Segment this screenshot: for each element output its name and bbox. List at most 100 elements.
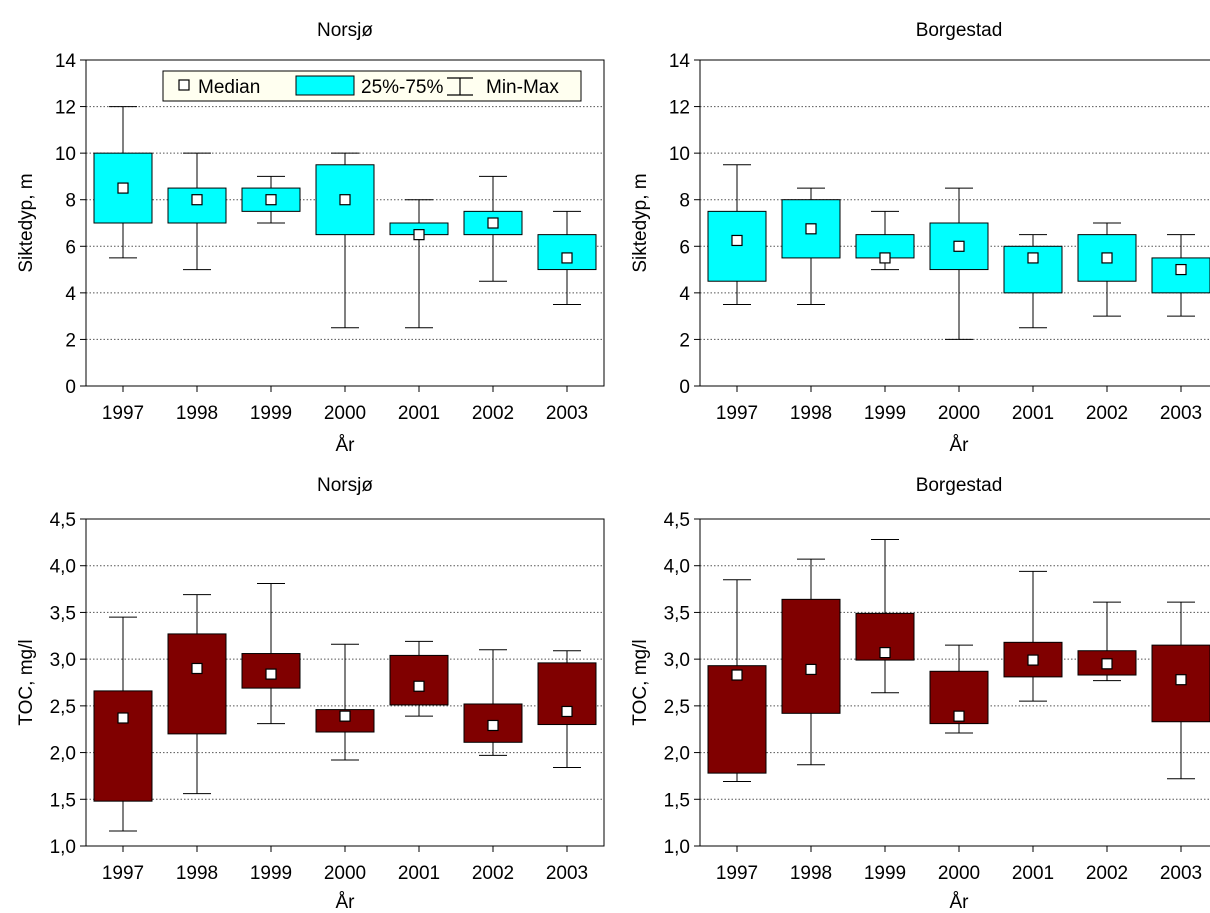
iqr-box: [707, 665, 767, 774]
median-marker: [413, 680, 425, 692]
y-tick-label: 4,5: [664, 510, 690, 531]
y-tick-label: 1,0: [664, 837, 690, 858]
y-tick-label: 2,0: [664, 744, 690, 765]
x-tick-label: 2003: [1160, 403, 1202, 424]
y-tick-label: 1,0: [50, 837, 76, 858]
x-tick-label: 1998: [790, 863, 832, 884]
x-tick-label: 2000: [938, 403, 980, 424]
y-tick-label: 2,0: [50, 744, 76, 765]
median-marker: [265, 194, 277, 206]
y-axis-title: TOC, mg/l: [630, 639, 651, 725]
x-axis-title: År: [950, 892, 970, 913]
plot-frame: [85, 518, 605, 847]
chart-title: Norsjø: [317, 475, 373, 496]
iqr-box: [1077, 650, 1137, 676]
x-tick-label: 2002: [472, 403, 514, 424]
chart-title: Borgestad: [916, 20, 1003, 41]
x-tick-label: 2003: [546, 403, 588, 424]
y-tick-label: 10: [669, 144, 690, 165]
y-tick-label: 4,0: [664, 557, 690, 578]
x-tick-label: 1998: [176, 863, 218, 884]
median-marker: [487, 217, 499, 229]
median-marker: [731, 234, 743, 247]
y-tick-label: 3,5: [50, 603, 76, 624]
median-marker: [1027, 252, 1039, 264]
median-marker: [879, 252, 891, 264]
x-tick-label: 2000: [938, 863, 980, 884]
y-tick-label: 8: [65, 191, 76, 212]
x-tick-label: 2001: [398, 863, 440, 884]
iqr-box: [1151, 257, 1210, 294]
x-tick-label: 1997: [102, 403, 144, 424]
median-marker: [561, 252, 573, 264]
iqr-box: [167, 633, 227, 735]
plot-frame: [85, 59, 605, 387]
y-tick-label: 0: [679, 377, 690, 398]
legend: Median 25%-75% Min-Max: [162, 70, 582, 102]
y-tick-label: 4: [65, 284, 76, 305]
chart-title: Borgestad: [916, 475, 1003, 496]
x-tick-label: 1997: [716, 403, 758, 424]
y-tick-label: 4,0: [50, 557, 76, 578]
y-tick-label: 1,5: [50, 790, 76, 811]
median-marker: [1175, 263, 1187, 276]
x-tick-label: 2001: [1012, 863, 1054, 884]
iqr-box: [389, 654, 449, 706]
y-tick-label: 6: [679, 237, 690, 258]
median-marker: [953, 240, 965, 252]
median-marker: [1101, 658, 1113, 670]
median-marker: [265, 668, 277, 680]
x-tick-label: 2000: [324, 403, 366, 424]
y-tick-label: 2: [65, 330, 76, 351]
iqr-box: [167, 187, 227, 224]
y-tick-label: 3,0: [50, 650, 76, 671]
iqr-box: [93, 690, 153, 802]
y-tick-label: 0: [65, 377, 76, 398]
x-axis-title: År: [336, 435, 356, 456]
legend-median-marker: [178, 79, 190, 91]
plot-frame: [699, 518, 1210, 847]
legend-box-swatch: [295, 75, 355, 96]
median-marker: [339, 194, 351, 206]
y-tick-label: 2: [679, 330, 690, 351]
y-tick-label: 2,5: [664, 697, 690, 718]
x-tick-label: 2001: [398, 403, 440, 424]
panel-borgestad-secchi: Borgestad 0 2 4 6 8 10 12 14 Siktedyp, m År 1997 199…: [630, 20, 1210, 456]
legend-box-label: 25%-75%: [361, 77, 443, 98]
chart-title: Norsjø: [317, 20, 373, 41]
x-tick-label: 1999: [250, 863, 292, 884]
y-tick-label: 3,5: [664, 603, 690, 624]
x-tick-label: 1999: [864, 403, 906, 424]
panel-borgestad-toc: Borgestad 1,0 1,5 2,0 2,5 3,0 3,5 4,0 4,5 TOC, mg…: [630, 475, 1210, 913]
y-axis-title: Siktedyp, m: [630, 173, 651, 272]
y-tick-label: 1,5: [664, 790, 690, 811]
iqr-box: [781, 598, 841, 714]
plot-frame: [699, 59, 1210, 387]
median-marker: [339, 710, 351, 722]
y-tick-label: 4: [679, 284, 690, 305]
median-marker: [731, 669, 743, 681]
y-tick-label: 2,5: [50, 697, 76, 718]
x-tick-label: 2003: [1160, 863, 1202, 884]
y-tick-label: 4,5: [50, 510, 76, 531]
y-axis-title: Siktedyp, m: [16, 173, 37, 272]
iqr-box: [929, 670, 989, 725]
x-tick-label: 2002: [1086, 403, 1128, 424]
median-marker: [805, 663, 817, 676]
median-marker: [1027, 654, 1039, 666]
median-marker: [117, 712, 129, 724]
median-marker: [879, 647, 891, 659]
median-marker: [805, 223, 817, 235]
median-marker: [953, 710, 965, 722]
legend-whisker-label: Min-Max: [486, 77, 559, 98]
iqr-box: [1003, 245, 1063, 294]
x-tick-label: 1997: [102, 863, 144, 884]
y-tick-label: 6: [65, 237, 76, 258]
x-tick-label: 2002: [1086, 863, 1128, 884]
legend-whisker-icon: [447, 77, 473, 96]
iqr-box: [315, 164, 375, 236]
legend-frame: [162, 70, 582, 102]
panel-norsjo-secchi: Norsjø 0 2 4 6 8 10 12 14 Siktedyp, m År 1997 1998 19…: [16, 20, 605, 456]
median-marker: [191, 194, 203, 206]
x-tick-label: 1997: [716, 863, 758, 884]
